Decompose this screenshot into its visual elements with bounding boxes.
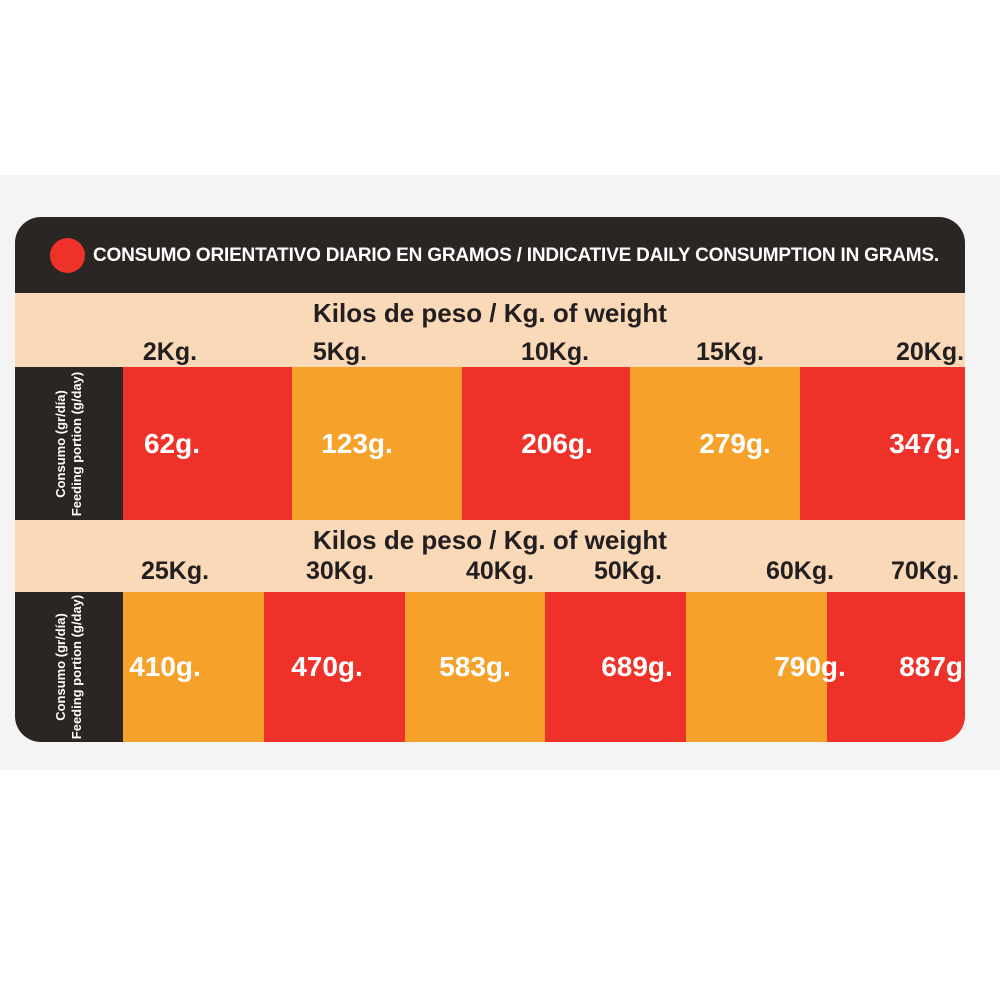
- side-column: [15, 367, 123, 520]
- weight-label: 2Kg.: [142, 338, 198, 366]
- side-column: [15, 592, 123, 742]
- portion-cell: [545, 592, 686, 742]
- portion-value: 206g.: [521, 427, 593, 459]
- weight-label: 60Kg.: [765, 557, 835, 585]
- side-label: Feeding portion (g/day): [69, 594, 84, 740]
- portion-value: 689g.: [601, 651, 673, 682]
- portion-value: 123g.: [321, 427, 393, 459]
- weight-label: 70Kg.: [890, 557, 960, 585]
- weight-label: 30Kg.: [305, 557, 375, 585]
- weight-label: 20Kg.: [895, 338, 965, 366]
- portion-value: 887g.: [899, 651, 965, 682]
- section-heading: Kilos de peso / Kg. of weight: [313, 298, 667, 328]
- portion-cell: [123, 367, 292, 520]
- weight-label: 15Kg.: [695, 338, 765, 366]
- portion-value: 62g.: [143, 427, 201, 459]
- portion-cell: [462, 367, 630, 520]
- portion-value: 410g.: [129, 651, 201, 682]
- header: [15, 217, 965, 293]
- portion-cell: [264, 592, 405, 742]
- portion-cell: [405, 592, 545, 742]
- portion-value: 279g.: [699, 427, 771, 459]
- weight-label: 25Kg.: [140, 557, 210, 585]
- portion-value: 790g.: [774, 651, 846, 682]
- portion-cell: [292, 367, 462, 520]
- side-label: Feeding portion (g/day): [69, 371, 84, 516]
- portion-cell: [800, 367, 965, 520]
- side-label: Consumo (gr/día): [53, 613, 68, 721]
- feeding-card: CONSUMO ORIENTATIVO DIARIO EN GRAMOS / I…: [15, 217, 965, 742]
- portion-cell: [827, 592, 965, 742]
- portion-value: 583g.: [439, 651, 511, 682]
- weight-label: 5Kg.: [312, 338, 368, 366]
- header-title: CONSUMO ORIENTATIVO DIARIO EN GRAMOS / I…: [93, 245, 939, 266]
- side-label: Consumo (gr/día): [53, 389, 68, 498]
- header-dot: [50, 238, 85, 273]
- portion-cell: [686, 592, 827, 742]
- portion-cell: [123, 592, 264, 742]
- portion-value: 470g.: [291, 651, 363, 682]
- section-heading: Kilos de peso / Kg. of weight: [313, 525, 667, 555]
- portion-cell: [630, 367, 800, 520]
- portion-value: 347g.: [889, 427, 961, 459]
- weight-label: 10Kg.: [520, 338, 590, 366]
- weight-label: 40Kg.: [465, 557, 535, 585]
- weight-label: 50Kg.: [593, 557, 663, 585]
